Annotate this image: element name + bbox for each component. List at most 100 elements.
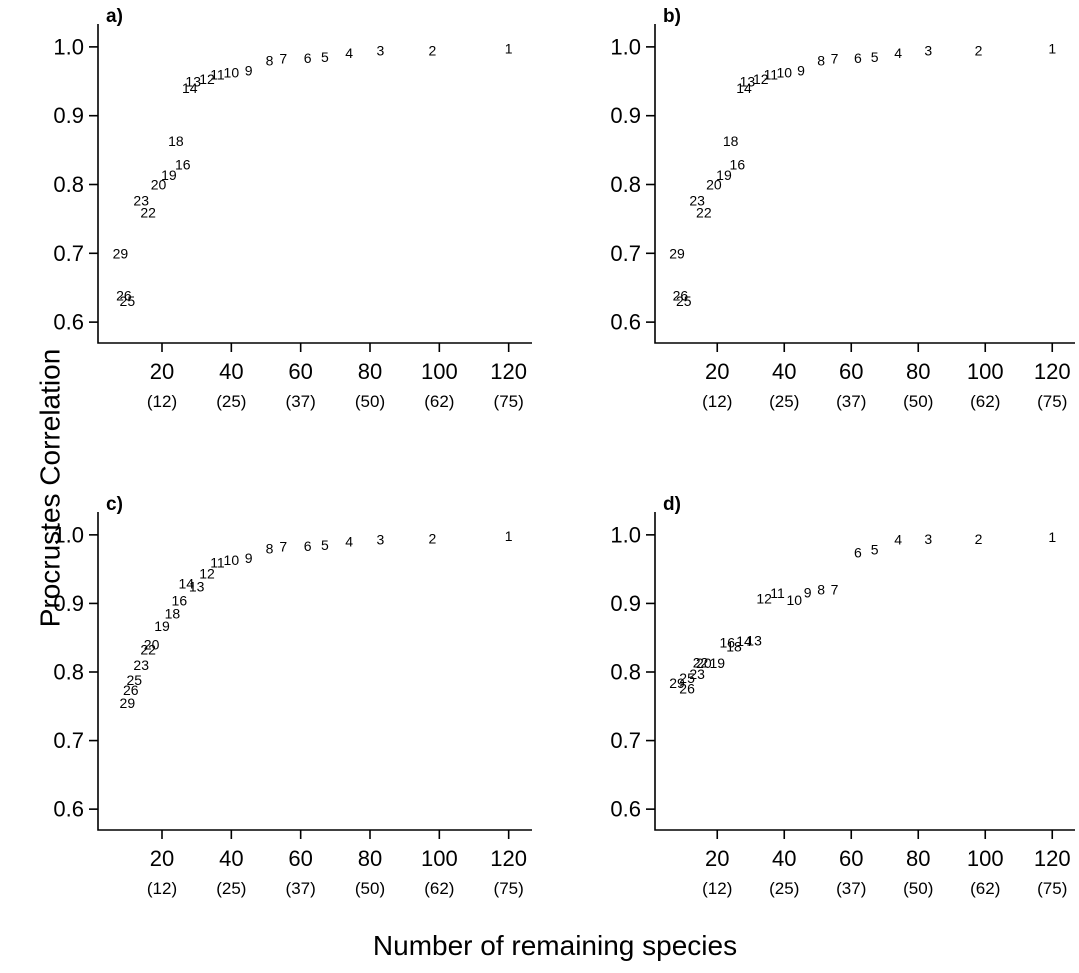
panel-b-point-1: 1 <box>1048 40 1056 56</box>
panel-b-xtick-sublabel: (25) <box>769 392 799 411</box>
panel-a-point-29: 29 <box>113 245 129 261</box>
panel-c-xtick-sublabel: (25) <box>216 879 246 898</box>
panel-b-ytick-label: 0.6 <box>610 310 641 335</box>
panel-c-point-16: 16 <box>172 593 188 609</box>
panel-b-point-16: 16 <box>730 157 746 173</box>
panel-c-point-26: 26 <box>123 682 139 698</box>
panel-d-xtick-sublabel: (12) <box>702 879 732 898</box>
panel-c-ytick-label: 1.0 <box>53 522 84 547</box>
panel-b-point-14: 14 <box>736 80 752 96</box>
panel-b-point-12: 12 <box>753 71 769 87</box>
y-axis-title: Procrustes Correlation <box>35 349 66 628</box>
panel-a-point-14: 14 <box>182 80 198 96</box>
panel-b-point-26: 26 <box>673 287 689 303</box>
panel-d-point-8: 8 <box>817 582 825 598</box>
panel-d-point-5: 5 <box>871 541 879 557</box>
panel-a-xtick-label: 80 <box>358 359 382 384</box>
panel-a-point-22: 22 <box>140 205 156 221</box>
panel-b-point-20: 20 <box>706 177 722 193</box>
panel-d-point-26: 26 <box>679 680 695 696</box>
panel-a-point-23: 23 <box>133 192 149 208</box>
panel-d-point-23: 23 <box>689 666 705 682</box>
panel-d-ytick-label: 0.9 <box>610 591 641 616</box>
panel-a-point-19: 19 <box>161 167 177 183</box>
panel-c-point-1: 1 <box>505 528 513 544</box>
panel-b-point-19: 19 <box>716 167 732 183</box>
panel-a-point-6: 6 <box>304 50 312 66</box>
panel-a-label: a) <box>106 6 123 27</box>
panel-d-xtick-sublabel: (50) <box>903 879 933 898</box>
panel-c-point-7: 7 <box>279 539 287 555</box>
panel-a-point-13: 13 <box>185 73 201 89</box>
panel-d-xtick-label: 120 <box>1034 846 1071 871</box>
panel-a-point-1: 1 <box>505 40 513 56</box>
panel-d-xtick-label: 40 <box>772 846 796 871</box>
panel-d-point-12: 12 <box>756 591 772 607</box>
panel-a-ytick-label: 1.0 <box>53 34 84 59</box>
panel-d-ytick-label: 0.6 <box>610 797 641 822</box>
panel-a-point-4: 4 <box>345 45 353 61</box>
panel-b-point-22: 22 <box>696 205 712 221</box>
panel-d-point-7: 7 <box>831 582 839 598</box>
panel-c-xtick-sublabel: (62) <box>424 879 454 898</box>
panel-a: 0.6 0.7 0.8 0.9 1.0 20 (12) 40 (25) 60 (37) 80 (50) 1… <box>53 6 532 411</box>
panel-d-point-16: 16 <box>720 635 736 651</box>
panel-c-point-13: 13 <box>189 578 205 594</box>
panel-c-xtick-label: 120 <box>490 846 527 871</box>
panel-c-ytick-label: 0.8 <box>53 660 84 685</box>
panel-c-point-19: 19 <box>154 618 170 634</box>
panel-a-ytick-label: 0.7 <box>53 241 84 266</box>
panel-c-point-6: 6 <box>304 538 312 554</box>
panel-d-xtick-sublabel: (62) <box>970 879 1000 898</box>
panel-c-point-4: 4 <box>345 534 353 550</box>
panel-a-point-7: 7 <box>279 51 287 67</box>
panel-b-point-2: 2 <box>975 42 983 58</box>
panel-a-point-5: 5 <box>321 49 329 65</box>
panel-a-point-26: 26 <box>116 287 132 303</box>
panel-a-point-10: 10 <box>224 64 240 80</box>
panel-a-point-25: 25 <box>120 293 136 309</box>
panel-d-point-18: 18 <box>726 639 742 655</box>
panel-d-point-4: 4 <box>894 532 902 548</box>
panel-d-ytick-label: 1.0 <box>610 522 641 547</box>
panel-a-ytick-label: 0.6 <box>53 310 84 335</box>
panel-d-point-3: 3 <box>924 531 932 547</box>
panel-b-point-9: 9 <box>797 62 805 78</box>
panel-b-xtick-label: 60 <box>839 359 863 384</box>
panel-a-ytick-label: 0.9 <box>53 103 84 128</box>
panel-b-ytick-label: 1.0 <box>610 34 641 59</box>
panel-a-point-3: 3 <box>377 42 385 58</box>
panel-a-xtick-sublabel: (62) <box>424 392 454 411</box>
panel-b-xtick-label: 80 <box>906 359 930 384</box>
panel-d-xtick-sublabel: (75) <box>1037 879 1067 898</box>
panel-c-point-2: 2 <box>429 530 437 546</box>
panel-b-point-6: 6 <box>854 50 862 66</box>
panel-a-point-8: 8 <box>266 53 274 69</box>
panel-d-ytick-label: 0.7 <box>610 728 641 753</box>
panel-c-point-29: 29 <box>120 695 136 711</box>
panel-a-xtick-sublabel: (50) <box>355 392 385 411</box>
panel-d-point-1: 1 <box>1048 529 1056 545</box>
panel-a-point-18: 18 <box>168 133 184 149</box>
panel-b-point-5: 5 <box>871 49 879 65</box>
panel-c-xtick-sublabel: (37) <box>286 879 316 898</box>
panel-d-point-22: 22 <box>693 654 709 670</box>
panel-a-point-9: 9 <box>245 62 253 78</box>
panel-a-xtick-sublabel: (12) <box>147 392 177 411</box>
panel-a-xtick-label: 60 <box>288 359 312 384</box>
panel-a-xtick-sublabel: (25) <box>216 392 246 411</box>
panel-b-axes <box>654 24 1075 344</box>
panel-c-point-3: 3 <box>377 532 385 548</box>
panel-c: 0.6 0.7 0.8 0.9 1.0 20 (12) 40 (25) 60 (37) 80 (50) 1… <box>53 494 532 898</box>
panel-b-xtick-label: 100 <box>967 359 1004 384</box>
panel-c-point-22: 22 <box>140 641 156 657</box>
panel-d-point-11: 11 <box>770 585 785 601</box>
panel-d-point-20: 20 <box>696 655 712 671</box>
panel-a-xtick-sublabel: (37) <box>286 392 316 411</box>
panel-c-label: c) <box>106 494 123 515</box>
panel-c-xtick-sublabel: (75) <box>494 879 524 898</box>
panel-b-point-10: 10 <box>776 64 792 80</box>
panel-c-point-23: 23 <box>133 657 149 673</box>
panel-d-xtick-label: 20 <box>705 846 729 871</box>
